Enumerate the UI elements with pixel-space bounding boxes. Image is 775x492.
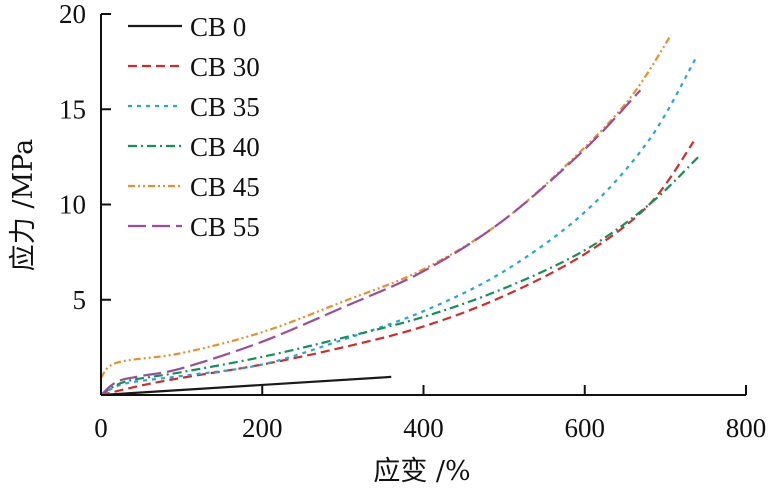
series-line-cb-55 [100, 89, 642, 396]
series-line-cb-40 [100, 156, 700, 396]
series-line-cb-30 [100, 141, 695, 397]
y-tick-label: 20 [59, 0, 86, 29]
legend-label-cb-55: CB 55 [190, 212, 260, 242]
series-line-cb-45 [100, 34, 672, 379]
y-axis-label: 应力 /MPa [8, 139, 39, 271]
series-line-cb-35 [100, 57, 697, 396]
x-tick-label: 0 [94, 413, 108, 443]
legend-label-cb-45: CB 45 [190, 172, 260, 202]
x-tick-label: 800 [726, 413, 767, 443]
y-tick-label: 5 [73, 285, 87, 315]
series-line-cb-0 [100, 375, 392, 397]
x-tick-label: 200 [242, 413, 283, 443]
legend-label-cb-30: CB 30 [190, 52, 260, 82]
legend-label-cb-35: CB 35 [190, 92, 260, 122]
x-tick-label: 600 [565, 413, 606, 443]
legend: CB 0 CB 30 CB 35 CB 40 CB 45 CB 55 [128, 12, 260, 242]
x-tick-label: 400 [403, 413, 444, 443]
y-tick-label: 10 [59, 190, 86, 220]
x-axis-label: 应变 /% [373, 456, 470, 487]
y-tick-label: 15 [59, 94, 86, 124]
series-layer [100, 34, 700, 397]
legend-label-cb-0: CB 0 [190, 12, 246, 42]
legend-label-cb-40: CB 40 [190, 132, 260, 162]
ticks-layer: 0 200 400 600 800 5 10 15 20 [59, 0, 766, 443]
